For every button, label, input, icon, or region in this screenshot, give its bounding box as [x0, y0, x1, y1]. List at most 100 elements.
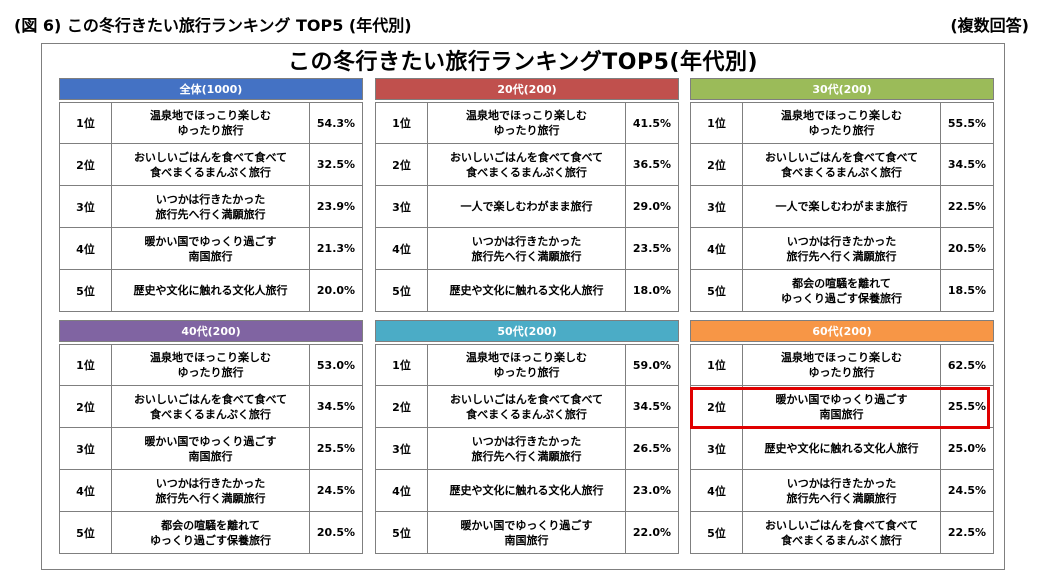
travel-type-cell: 歴史や文化に触れる文化人旅行: [428, 270, 626, 311]
percentage-cell: 18.0%: [632, 284, 672, 297]
table-row: 3位 いつかは行きたかった 旅行先へ行く満願旅行 26.5%: [376, 428, 678, 470]
travel-type-cell: いつかは行きたかった 旅行先へ行く満願旅行: [743, 470, 941, 511]
rank-cell: 2位: [691, 144, 743, 185]
percentage-cell: 23.9%: [316, 200, 356, 213]
table-row: 4位 いつかは行きたかった 旅行先へ行く満願旅行 24.5%: [60, 470, 362, 512]
table-row: 5位 都会の喧騒を離れて ゆっくり過ごす保養旅行 18.5%: [691, 270, 993, 312]
travel-type-cell: 歴史や文化に触れる文化人旅行: [112, 270, 310, 311]
panel-header: 30代(200): [690, 78, 994, 100]
rank-cell: 4位: [376, 228, 428, 269]
ranking-panel: 40代(200) 1位 温泉地でほっこり楽しむ ゆったり旅行 53.0% 2位 おいしいご…: [59, 320, 363, 554]
rank-cell: 1位: [376, 103, 428, 143]
table-row: 2位 暖かい国でゆっくり過ごす 南国旅行 25.5%: [691, 386, 993, 428]
ranking-table: 1位 温泉地でほっこり楽しむ ゆったり旅行 54.3% 2位 おいしいごはんを食べて食べ…: [59, 102, 363, 312]
rank-cell: 4位: [691, 470, 743, 511]
table-row: 4位 暖かい国でゆっくり過ごす 南国旅行 21.3%: [60, 228, 362, 270]
travel-type-cell: 都会の喧騒を離れて ゆっくり過ごす保養旅行: [112, 512, 310, 553]
rank-cell: 3位: [691, 428, 743, 469]
table-row: 3位 一人で楽しむわがまま旅行 29.0%: [376, 186, 678, 228]
panel-header: 40代(200): [59, 320, 363, 342]
table-row: 1位 温泉地でほっこり楽しむ ゆったり旅行 54.3%: [60, 102, 362, 144]
percentage-cell: 32.5%: [316, 158, 356, 171]
percentage-cell: 53.0%: [316, 358, 356, 372]
rank-cell: 1位: [691, 103, 743, 143]
answer-note: (複数回答): [950, 16, 1029, 35]
percentage-cell: 26.5%: [632, 442, 672, 455]
rank-cell: 1位: [691, 345, 743, 385]
travel-type-cell: 歴史や文化に触れる文化人旅行: [743, 428, 941, 469]
figure-caption: (図 6) この冬行きたい旅行ランキング TOP5 (年代別): [14, 16, 412, 35]
percentage-cell: 34.5%: [632, 400, 672, 413]
table-row: 2位 おいしいごはんを食べて食べて 食べまくるまんぷく旅行 34.5%: [60, 386, 362, 428]
table-row: 4位 いつかは行きたかった 旅行先へ行く満願旅行 20.5%: [691, 228, 993, 270]
travel-type-cell: いつかは行きたかった 旅行先へ行く満願旅行: [743, 228, 941, 269]
table-row: 4位 歴史や文化に触れる文化人旅行 23.0%: [376, 470, 678, 512]
travel-type-cell: 温泉地でほっこり楽しむ ゆったり旅行: [428, 345, 626, 385]
table-row: 5位 おいしいごはんを食べて食べて 食べまくるまんぷく旅行 22.5%: [691, 512, 993, 554]
rank-cell: 3位: [60, 428, 112, 469]
rank-cell: 1位: [60, 103, 112, 143]
travel-type-cell: いつかは行きたかった 旅行先へ行く満願旅行: [112, 470, 310, 511]
travel-type-cell: 温泉地でほっこり楽しむ ゆったり旅行: [112, 345, 310, 385]
percentage-cell: 41.5%: [632, 116, 672, 130]
percentage-cell: 54.3%: [316, 116, 356, 130]
ranking-table: 1位 温泉地でほっこり楽しむ ゆったり旅行 62.5% 2位 暖かい国でゆっくり過ごす …: [690, 344, 994, 554]
ranking-table: 1位 温泉地でほっこり楽しむ ゆったり旅行 59.0% 2位 おいしいごはんを食べて食べ…: [375, 344, 679, 554]
travel-type-cell: 暖かい国でゆっくり過ごす 南国旅行: [112, 428, 310, 469]
table-row: 5位 歴史や文化に触れる文化人旅行 20.0%: [60, 270, 362, 312]
percentage-cell: 21.3%: [316, 242, 356, 255]
table-row: 3位 いつかは行きたかった 旅行先へ行く満願旅行 23.9%: [60, 186, 362, 228]
travel-type-cell: 歴史や文化に触れる文化人旅行: [428, 470, 626, 511]
percentage-cell: 59.0%: [632, 358, 672, 372]
table-row: 1位 温泉地でほっこり楽しむ ゆったり旅行 55.5%: [691, 102, 993, 144]
ranking-panel: 30代(200) 1位 温泉地でほっこり楽しむ ゆったり旅行 55.5% 2位 おいしいご…: [690, 78, 994, 312]
percentage-cell: 18.5%: [947, 284, 987, 297]
travel-type-cell: 暖かい国でゆっくり過ごす 南国旅行: [743, 386, 941, 427]
ranking-table: 1位 温泉地でほっこり楽しむ ゆったり旅行 55.5% 2位 おいしいごはんを食べて食べ…: [690, 102, 994, 312]
travel-type-cell: おいしいごはんを食べて食べて 食べまくるまんぷく旅行: [112, 144, 310, 185]
table-row: 5位 歴史や文化に触れる文化人旅行 18.0%: [376, 270, 678, 312]
panel-header: 50代(200): [375, 320, 679, 342]
travel-type-cell: いつかは行きたかった 旅行先へ行く満願旅行: [428, 228, 626, 269]
rank-cell: 5位: [60, 270, 112, 311]
rank-cell: 5位: [691, 270, 743, 311]
percentage-cell: 20.5%: [947, 242, 987, 255]
travel-type-cell: おいしいごはんを食べて食べて 食べまくるまんぷく旅行: [743, 144, 941, 185]
travel-type-cell: 暖かい国でゆっくり過ごす 南国旅行: [112, 228, 310, 269]
percentage-cell: 34.5%: [947, 158, 987, 171]
table-row: 2位 おいしいごはんを食べて食べて 食べまくるまんぷく旅行 34.5%: [691, 144, 993, 186]
rank-cell: 5位: [691, 512, 743, 553]
travel-type-cell: おいしいごはんを食べて食べて 食べまくるまんぷく旅行: [112, 386, 310, 427]
travel-type-cell: 温泉地でほっこり楽しむ ゆったり旅行: [112, 103, 310, 143]
rank-cell: 4位: [60, 228, 112, 269]
rank-cell: 1位: [376, 345, 428, 385]
rank-cell: 2位: [376, 144, 428, 185]
travel-type-cell: いつかは行きたかった 旅行先へ行く満願旅行: [112, 186, 310, 227]
table-row: 1位 温泉地でほっこり楽しむ ゆったり旅行 62.5%: [691, 344, 993, 386]
ranking-panel: 50代(200) 1位 温泉地でほっこり楽しむ ゆったり旅行 59.0% 2位 おいしいご…: [375, 320, 679, 554]
rank-cell: 1位: [60, 345, 112, 385]
rank-cell: 5位: [376, 270, 428, 311]
rank-cell: 2位: [376, 386, 428, 427]
percentage-cell: 55.5%: [947, 116, 987, 130]
travel-type-cell: 一人で楽しむわがまま旅行: [428, 186, 626, 227]
travel-type-cell: おいしいごはんを食べて食べて 食べまくるまんぷく旅行: [743, 512, 941, 553]
percentage-cell: 25.5%: [316, 442, 356, 455]
table-row: 3位 歴史や文化に触れる文化人旅行 25.0%: [691, 428, 993, 470]
travel-type-cell: 温泉地でほっこり楽しむ ゆったり旅行: [428, 103, 626, 143]
percentage-cell: 24.5%: [947, 484, 987, 497]
rank-cell: 5位: [376, 512, 428, 553]
rank-cell: 3位: [376, 428, 428, 469]
table-row: 2位 おいしいごはんを食べて食べて 食べまくるまんぷく旅行 32.5%: [60, 144, 362, 186]
ranking-panel: 20代(200) 1位 温泉地でほっこり楽しむ ゆったり旅行 41.5% 2位 おいしいご…: [375, 78, 679, 312]
ranking-table: 1位 温泉地でほっこり楽しむ ゆったり旅行 53.0% 2位 おいしいごはんを食べて食べ…: [59, 344, 363, 554]
percentage-cell: 34.5%: [316, 400, 356, 413]
ranking-table: 1位 温泉地でほっこり楽しむ ゆったり旅行 41.5% 2位 おいしいごはんを食べて食べ…: [375, 102, 679, 312]
percentage-cell: 22.0%: [632, 526, 672, 539]
rank-cell: 4位: [60, 470, 112, 511]
percentage-cell: 22.5%: [947, 200, 987, 213]
ranking-panel: 60代(200) 1位 温泉地でほっこり楽しむ ゆったり旅行 62.5% 2位 暖かい国で…: [690, 320, 994, 554]
rank-cell: 2位: [60, 386, 112, 427]
rank-cell: 3位: [691, 186, 743, 227]
table-row: 2位 おいしいごはんを食べて食べて 食べまくるまんぷく旅行 34.5%: [376, 386, 678, 428]
